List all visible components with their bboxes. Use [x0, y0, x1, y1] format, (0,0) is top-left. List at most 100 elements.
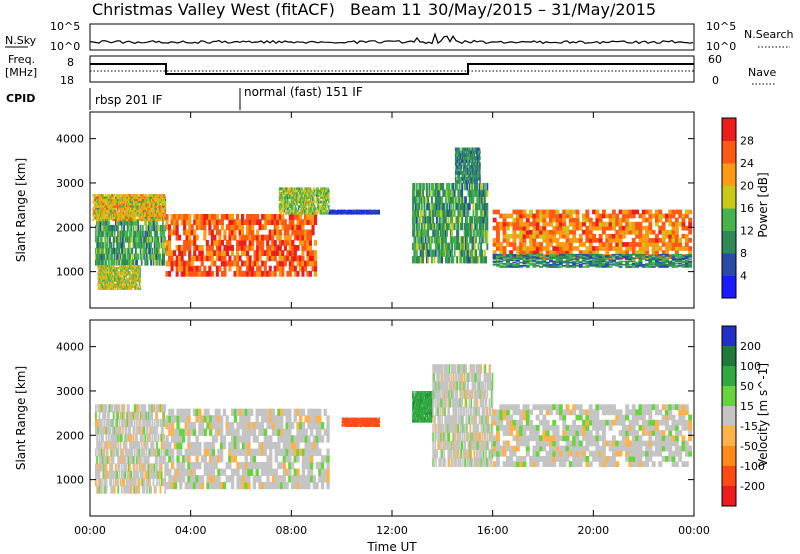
- heatmap-cell: [305, 211, 307, 215]
- heatmap-cell: [545, 213, 550, 219]
- heatmap-cell: [612, 213, 616, 219]
- heatmap-cell: [519, 258, 524, 260]
- heatmap-cell: [148, 200, 151, 204]
- heatmap-cell: [635, 221, 640, 227]
- heatmap-cell: [147, 236, 150, 243]
- heatmap-cell: [437, 202, 440, 211]
- heatmap-cell: [154, 196, 157, 200]
- heatmap-cell: [114, 267, 116, 270]
- heatmap-cell: [135, 253, 137, 260]
- heatmap-cell: [120, 198, 123, 202]
- heatmap-cell: [444, 196, 447, 204]
- heatmap-cell: [130, 200, 132, 204]
- heatmap-cell: [539, 229, 543, 235]
- heatmap-cell: [109, 283, 111, 286]
- heatmap-cell: [311, 189, 313, 193]
- heatmap-cell: [126, 236, 129, 243]
- heatmap-cell: [431, 183, 433, 191]
- heatmap-cell: [164, 214, 167, 217]
- heatmap-cell: [116, 211, 119, 215]
- heatmap-cell: [132, 205, 135, 208]
- heatmap-cell: [130, 273, 132, 276]
- heatmap-cell: [572, 225, 577, 231]
- heatmap-cell: [300, 191, 302, 195]
- heatmap-cell: [127, 214, 130, 217]
- heatmap-cell: [468, 189, 471, 197]
- heatmap-cell: [256, 214, 260, 220]
- heatmap-cell: [134, 279, 136, 282]
- heatmap-cell: [311, 211, 313, 215]
- heatmap-cell: [162, 242, 164, 249]
- heatmap-cell: [645, 217, 649, 223]
- heatmap-cell: [148, 216, 151, 219]
- heatmap-cell: [153, 242, 156, 249]
- heatmap-cell: [185, 265, 189, 272]
- heatmap-cell: [467, 202, 470, 211]
- heatmap-cell: [282, 191, 284, 195]
- heatmap-cell: [283, 198, 286, 202]
- heatmap-cell: [433, 229, 436, 237]
- heatmap-cell: [124, 265, 126, 268]
- heatmap-cell: [326, 202, 328, 206]
- heatmap-cell: [124, 253, 127, 260]
- heatmap-cell: [316, 191, 318, 195]
- heatmap-cell: [130, 281, 132, 284]
- heatmap-cell: [427, 249, 430, 257]
- heatmap-cell: [102, 273, 104, 276]
- heatmap-cell: [266, 245, 270, 251]
- heatmap-cell: [137, 224, 140, 232]
- heatmap-cell: [121, 285, 123, 288]
- heatmap-cell: [248, 234, 252, 241]
- heatmap-cell: [278, 260, 282, 267]
- heatmap-cell: [131, 214, 134, 217]
- heatmap-cell: [461, 222, 464, 231]
- heatmap-cell: [135, 214, 137, 217]
- nsky-label: N.Sky: [5, 34, 37, 47]
- heatmap-cell: [135, 271, 137, 274]
- heatmap-cell: [621, 242, 626, 247]
- heatmap-cell: [422, 242, 425, 251]
- heatmap-cell: [436, 236, 438, 244]
- heatmap-cell: [93, 198, 96, 202]
- heatmap-cell: [268, 265, 272, 272]
- heatmap-cell: [625, 250, 630, 255]
- heatmap-cell: [318, 207, 320, 211]
- heatmap-cell: [525, 225, 530, 231]
- heatmap-cell: [150, 224, 152, 232]
- heatmap-cell: [424, 249, 427, 257]
- heatmap-cell: [282, 198, 285, 202]
- heatmap-cell: [138, 287, 140, 290]
- heatmap-cell: [678, 221, 683, 227]
- heatmap-cell: [132, 214, 135, 217]
- heatmap-cell: [434, 229, 437, 237]
- heatmap-cell: [465, 165, 466, 169]
- heatmap-cell: [144, 200, 147, 204]
- heatmap-cell: [665, 213, 669, 219]
- heatmap-cell: [562, 250, 567, 255]
- heatmap-cell: [655, 233, 659, 239]
- heatmap-cell: [156, 259, 158, 266]
- heatmap-cell: [133, 285, 136, 288]
- heatmap-cell: [681, 217, 686, 223]
- heatmap-cell: [154, 236, 157, 243]
- heatmap-cell: [150, 219, 152, 226]
- heatmap-cell: [98, 200, 101, 204]
- heatmap-cell: [283, 239, 287, 246]
- heatmap-cell: [105, 269, 107, 272]
- heatmap-cell: [429, 249, 432, 257]
- heatmap-cell: [458, 249, 461, 257]
- heatmap-cell: [185, 270, 189, 277]
- heatmap-cell: [142, 218, 145, 222]
- heatmap-cell: [291, 245, 295, 251]
- heatmap-cell: [165, 250, 169, 256]
- heatmap-cell: [137, 211, 140, 215]
- heatmap-cell: [123, 242, 125, 249]
- heatmap-cell: [322, 194, 324, 197]
- heatmap-cell: [210, 245, 214, 251]
- heatmap-cell: [423, 183, 426, 191]
- heatmap-cell: [152, 200, 154, 204]
- heatmap-cell: [93, 209, 96, 213]
- heatmap-cell: [448, 242, 451, 251]
- heatmap-cell: [552, 246, 557, 251]
- heatmap-cell: [444, 216, 447, 224]
